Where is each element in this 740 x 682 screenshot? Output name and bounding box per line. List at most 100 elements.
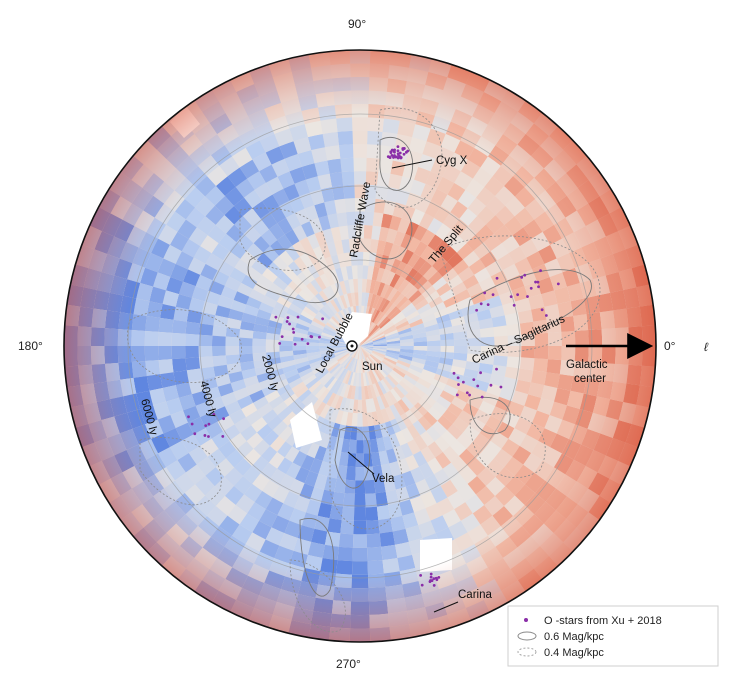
o-star xyxy=(429,572,433,576)
o-star xyxy=(402,152,406,156)
o-star xyxy=(539,269,542,273)
label-carina: Carina xyxy=(458,589,492,601)
disc-outline xyxy=(63,49,657,643)
o-star xyxy=(480,395,484,399)
contour-solid xyxy=(379,136,414,191)
o-star xyxy=(495,276,499,280)
o-star xyxy=(393,148,396,152)
o-star xyxy=(420,583,424,587)
o-star xyxy=(486,303,490,306)
contour-dotted xyxy=(139,437,222,506)
contour-dotted xyxy=(439,235,601,353)
o-star xyxy=(280,335,284,339)
o-star xyxy=(396,156,400,160)
axis-label-right: 0° xyxy=(664,339,676,353)
contour-solid xyxy=(334,427,371,489)
o-star xyxy=(222,417,225,421)
o-star xyxy=(212,412,216,416)
o-star xyxy=(512,303,516,307)
o-star xyxy=(396,145,400,149)
contour-dotted xyxy=(127,309,242,383)
legend-dotted: 0.4 Mag/kpc xyxy=(544,647,604,659)
o-star xyxy=(187,415,190,419)
o-star xyxy=(310,335,314,339)
o-star xyxy=(495,367,498,371)
o-star xyxy=(432,577,436,581)
o-star xyxy=(465,391,469,395)
legend-dotted-icon xyxy=(517,647,537,657)
o-star xyxy=(274,315,278,319)
o-star xyxy=(479,302,483,306)
o-star xyxy=(389,151,393,154)
o-star xyxy=(398,151,402,155)
o-star xyxy=(534,280,537,284)
contour-dotted xyxy=(469,413,546,479)
leader-cygx xyxy=(391,159,433,169)
o-star xyxy=(499,385,503,389)
o-star xyxy=(489,383,493,387)
sun-label: Sun xyxy=(362,361,382,373)
o-star xyxy=(392,156,395,159)
o-star xyxy=(540,308,544,312)
legend-box xyxy=(507,605,719,667)
sun-dot xyxy=(350,344,354,348)
o-star xyxy=(476,384,480,388)
o-star xyxy=(221,434,225,438)
axis-label-bottom: 270° xyxy=(336,657,361,671)
contours xyxy=(247,136,592,597)
o-star xyxy=(452,371,456,375)
o-star xyxy=(207,422,211,426)
axis-label-left: 180° xyxy=(18,339,43,353)
o-star xyxy=(419,573,423,577)
o-star xyxy=(456,376,460,380)
o-star xyxy=(526,295,529,298)
o-star xyxy=(321,317,325,321)
o-star xyxy=(288,322,291,326)
label-galactic: Galactic xyxy=(566,359,608,371)
contour-dotted xyxy=(374,107,443,208)
o-star xyxy=(193,432,197,436)
o-star xyxy=(483,291,487,295)
legend-solid-icon xyxy=(517,631,537,641)
o-star xyxy=(455,393,459,397)
leader-carina xyxy=(433,601,459,613)
label-vela: Vela xyxy=(372,473,395,485)
o-star xyxy=(286,316,290,319)
o-star xyxy=(520,275,524,279)
o-star xyxy=(479,371,482,375)
o-star xyxy=(285,320,289,323)
o-star xyxy=(536,280,540,284)
o-star xyxy=(432,583,436,587)
contour-solid xyxy=(467,269,592,347)
o-star xyxy=(544,314,548,317)
o-star xyxy=(406,149,410,153)
o-star xyxy=(399,156,403,160)
contour-solid xyxy=(469,396,511,435)
ring-2000ly xyxy=(273,259,447,433)
o-star xyxy=(300,337,304,341)
o-star xyxy=(468,393,471,397)
extinction-disc xyxy=(64,50,656,642)
o-star xyxy=(491,293,495,297)
o-star-markers xyxy=(187,145,560,587)
o-star xyxy=(472,378,476,381)
o-star xyxy=(394,155,398,159)
o-star xyxy=(429,579,432,582)
o-star xyxy=(293,342,297,346)
o-star xyxy=(203,434,207,437)
axis-symbol: ℓ xyxy=(704,340,709,354)
contour-dotted xyxy=(239,207,326,271)
o-star xyxy=(509,295,513,299)
leader-vela xyxy=(347,451,375,475)
sun-marker: Sun xyxy=(346,340,382,373)
contour-solid xyxy=(299,518,335,597)
o-star xyxy=(278,342,282,345)
o-star xyxy=(387,155,391,159)
o-star xyxy=(537,285,540,289)
o-star xyxy=(207,435,210,438)
label-cyg-x: Cyg X xyxy=(436,155,468,167)
outer-red-glow xyxy=(64,50,656,642)
o-star xyxy=(292,330,296,334)
contour-dotted xyxy=(329,408,403,530)
